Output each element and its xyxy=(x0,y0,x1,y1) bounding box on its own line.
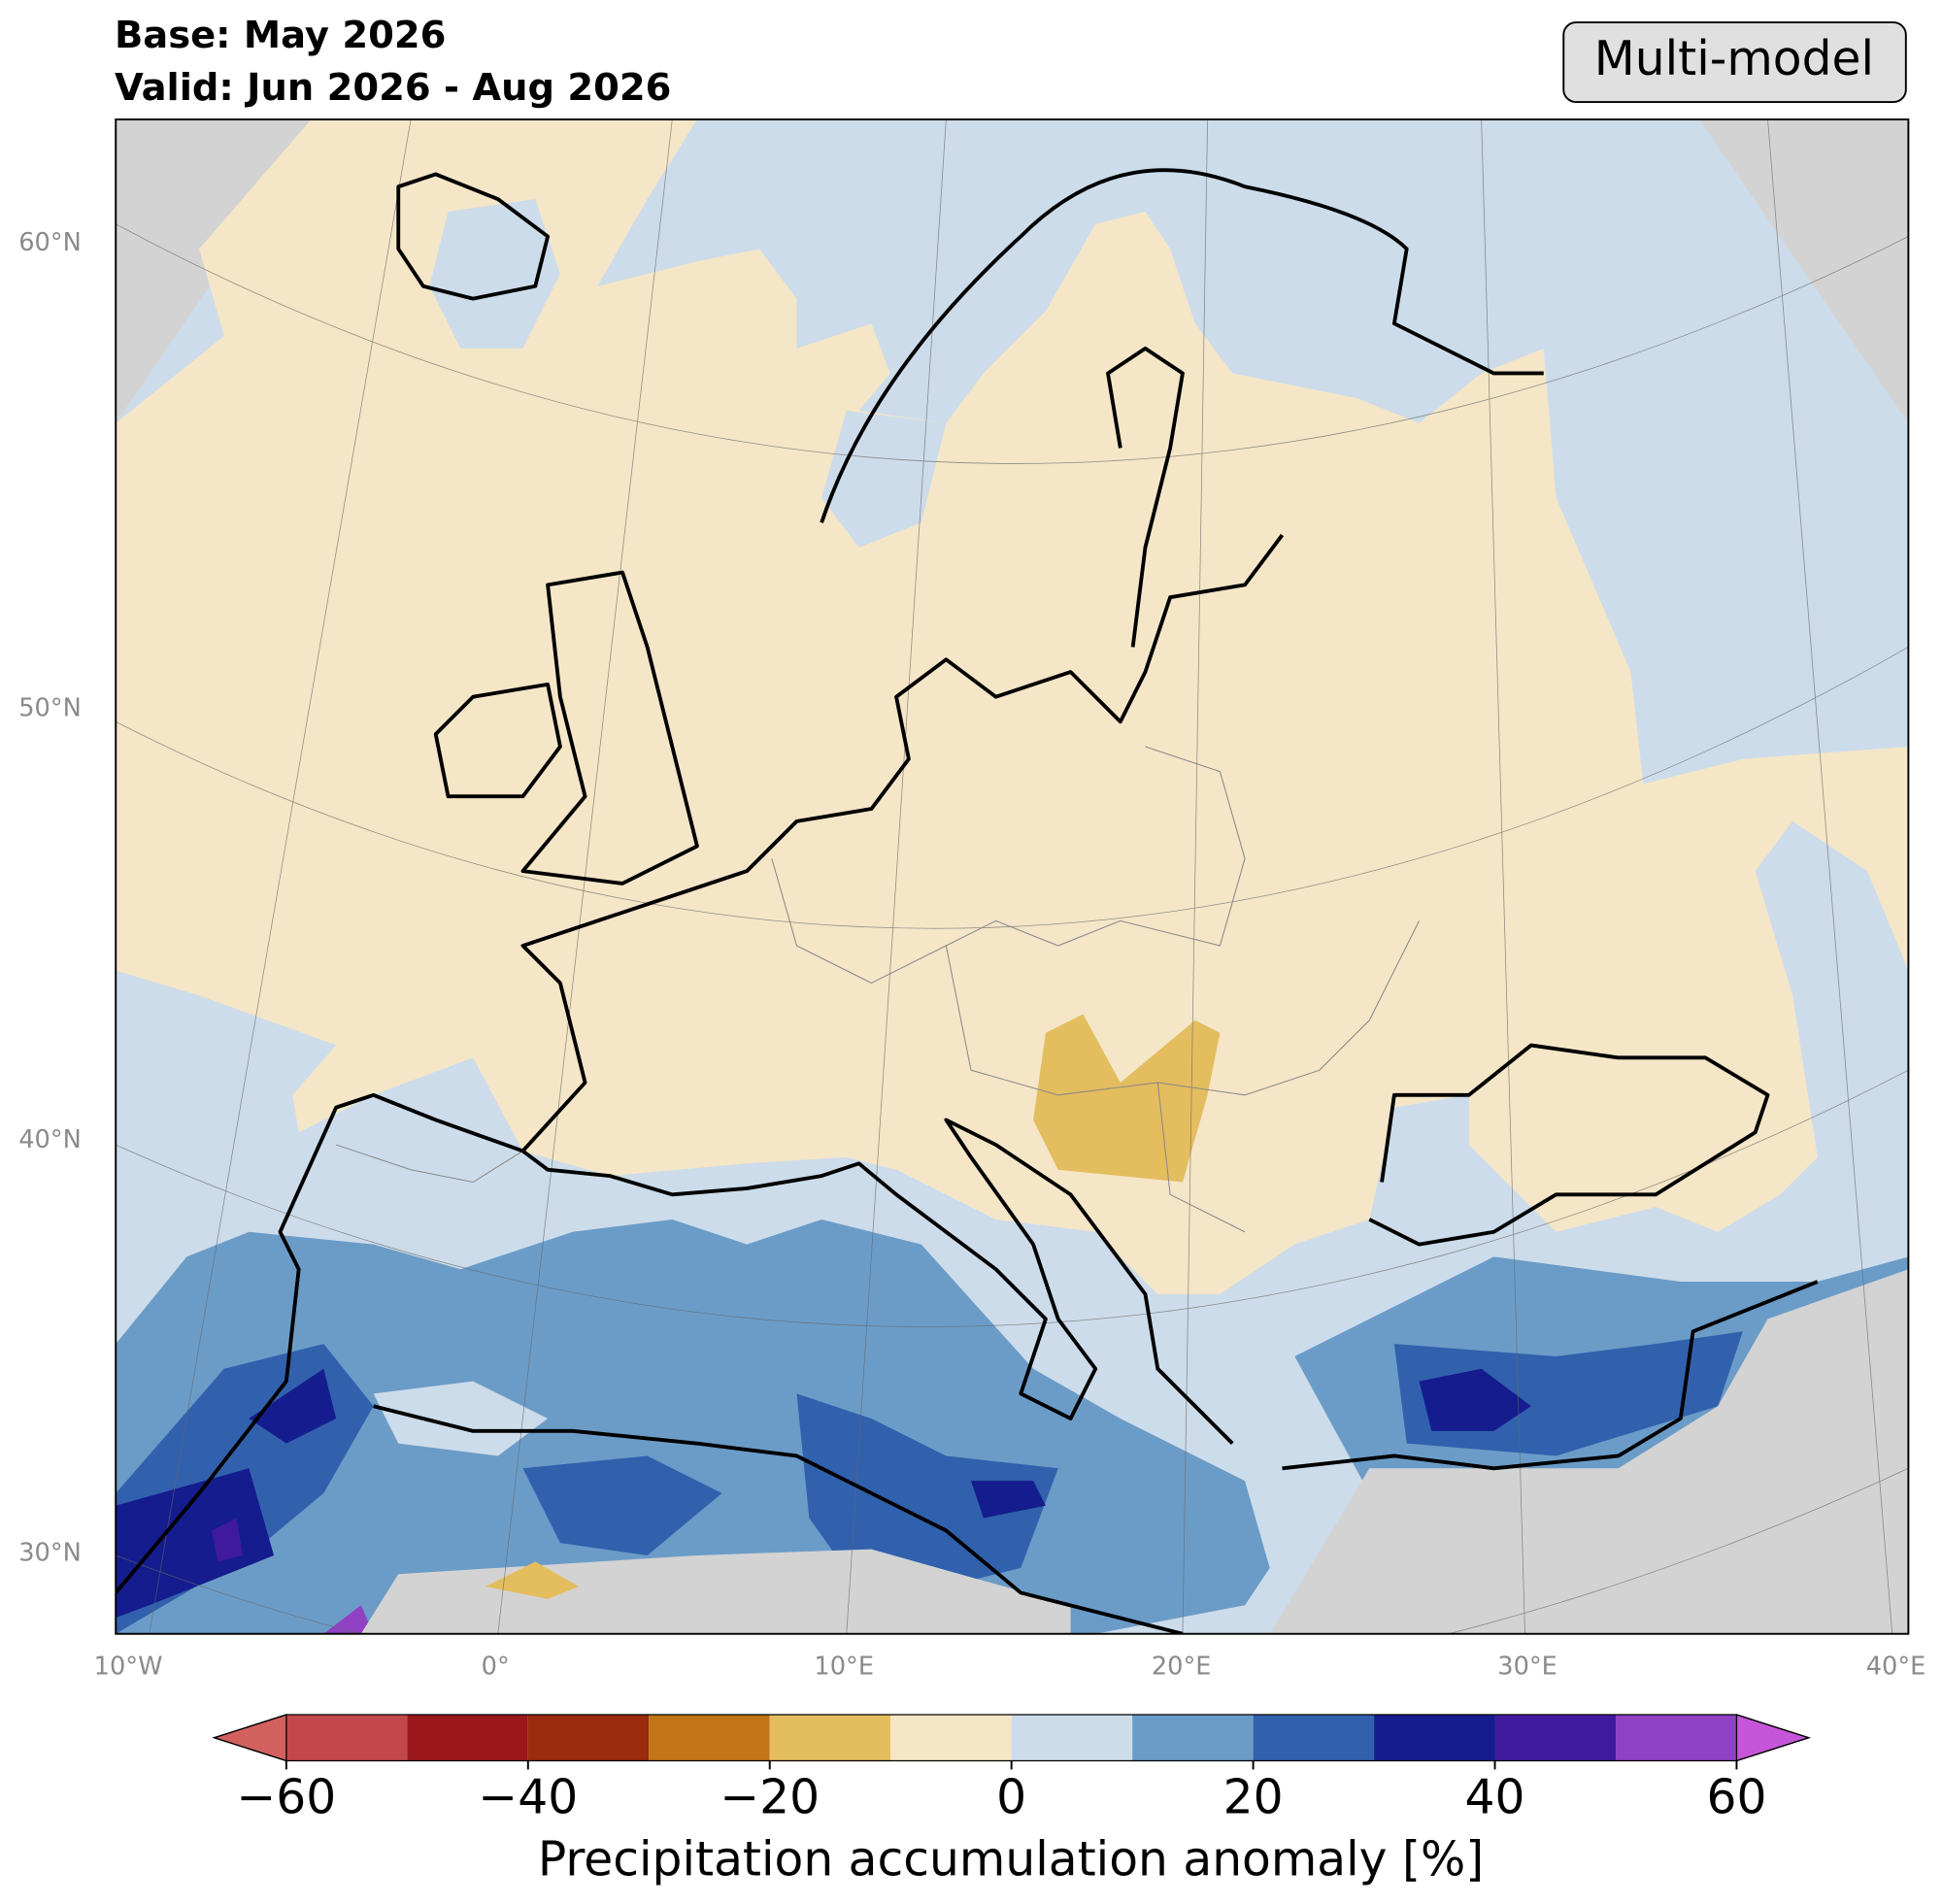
colorbar-extend-low xyxy=(212,1714,287,1762)
lon-label: 40°E xyxy=(1866,1652,1926,1681)
wet-region xyxy=(1419,1368,1531,1431)
dry-region xyxy=(486,1561,580,1599)
valid-title: Valid: Jun 2026 - Aug 2026 xyxy=(115,66,671,110)
no-data xyxy=(1269,1269,1909,1634)
colorbar-segment xyxy=(527,1715,650,1761)
colorbar-tick-label: −40 xyxy=(478,1770,578,1824)
base-title: Base: May 2026 xyxy=(115,14,446,57)
wet-region xyxy=(429,199,560,349)
wet-region xyxy=(373,1381,549,1456)
colorbar-segment xyxy=(890,1715,1012,1761)
colorbar-segment xyxy=(1132,1715,1254,1761)
colorbar: −60 −40 −20 0 20 40 60 xyxy=(212,1714,1811,1824)
lon-label: 30°E xyxy=(1497,1652,1557,1681)
no-data xyxy=(1699,119,1909,423)
colorbar-segment xyxy=(285,1715,408,1761)
lon-label: 10°W xyxy=(94,1652,163,1681)
colorbar-segment xyxy=(1374,1715,1495,1761)
map-frame xyxy=(115,118,1910,1635)
colorbar-tick-label: −20 xyxy=(720,1770,820,1824)
lat-label: 30°N xyxy=(18,1539,82,1568)
colorbar-segment xyxy=(407,1715,528,1761)
colorbar-segment xyxy=(1011,1715,1133,1761)
lat-label: 60°N xyxy=(18,228,82,257)
lat-label: 50°N xyxy=(18,694,82,723)
colorbar-label: Precipitation accumulation anomaly [%] xyxy=(538,1833,1484,1887)
model-box xyxy=(1562,21,1907,104)
colorbar-tick-label: 0 xyxy=(996,1770,1026,1824)
colorbar-extend-high xyxy=(1735,1714,1811,1762)
colorbar-segment xyxy=(1253,1715,1375,1761)
country-borders xyxy=(335,746,1420,1233)
colorbar-tick-label: 40 xyxy=(1465,1770,1525,1824)
wet-region xyxy=(971,1481,1046,1519)
colorbar-segment xyxy=(1615,1715,1737,1761)
dry-region xyxy=(1033,1014,1221,1183)
wet-region xyxy=(249,1368,337,1444)
colorbar-segment xyxy=(1494,1715,1616,1761)
lat-label: 40°N xyxy=(18,1125,82,1154)
colorbar-tick-label: 20 xyxy=(1223,1770,1284,1824)
colorbar-segment xyxy=(649,1715,770,1761)
wet-region xyxy=(323,1605,374,1634)
map xyxy=(116,119,1909,1634)
wet-region xyxy=(211,1518,243,1562)
lon-label: 20°E xyxy=(1152,1652,1212,1681)
model-label: Multi-model xyxy=(1594,32,1874,86)
colorbar-tick-label: −60 xyxy=(236,1770,336,1824)
colorbar-segment xyxy=(769,1715,891,1761)
colorbar-tick-label: 60 xyxy=(1706,1770,1766,1824)
lon-label: 0° xyxy=(482,1652,510,1681)
coastline xyxy=(116,168,1819,1634)
lon-label: 10°E xyxy=(814,1652,874,1681)
wet-region xyxy=(116,1468,275,1619)
wet-region xyxy=(522,1455,722,1555)
